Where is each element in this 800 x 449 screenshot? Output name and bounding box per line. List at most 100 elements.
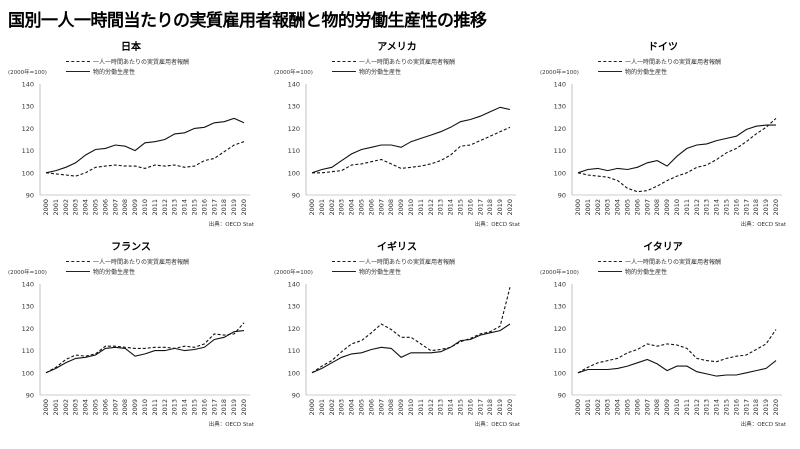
x-tick-label: 2007 (111, 199, 119, 216)
x-tick-label: 2012 (427, 399, 435, 416)
unit-label: (2000年=100) (274, 270, 313, 276)
x-tick-label: 2001 (584, 399, 592, 416)
chart-title: ドイツ (648, 42, 678, 53)
x-tick-label: 2018 (486, 199, 494, 216)
x-tick-label: 2014 (181, 399, 189, 416)
legend-label: 一人一時間あたりの実質雇用者報酬 (93, 58, 190, 66)
x-tick-label: 2003 (604, 199, 612, 216)
x-tick-label: 2012 (427, 199, 435, 216)
x-tick-label: 2019 (496, 399, 504, 416)
legend-line-swatch (598, 260, 622, 262)
y-tick-label: 110 (288, 347, 300, 355)
x-tick-label: 2015 (457, 399, 465, 416)
series-productivity-line (311, 106, 511, 174)
x-tick-label: 2020 (772, 399, 780, 416)
x-tick-label: 2011 (417, 399, 425, 416)
x-tick-label: 2015 (723, 399, 731, 416)
x-tick-label: 2001 (318, 199, 326, 216)
series-productivity-line (45, 330, 245, 374)
x-tick-label: 2000 (574, 199, 582, 216)
x-tick-label: 2005 (92, 399, 100, 416)
legend-label: 物的労働生産性 (625, 268, 668, 276)
x-tick-label: 2020 (240, 199, 248, 216)
x-tick-label: 2010 (141, 399, 149, 416)
x-tick-label: 2002 (328, 199, 336, 216)
x-tick-label: 2000 (42, 199, 50, 216)
x-tick-label: 2020 (240, 399, 248, 416)
legend-label: 物的労働生産性 (359, 268, 402, 276)
y-tick-label: 130 (288, 103, 300, 111)
x-tick-label: 2003 (72, 199, 80, 216)
x-tick-label: 2007 (111, 399, 119, 416)
x-tick-label: 2002 (328, 399, 336, 416)
x-tick-label: 2019 (762, 399, 770, 416)
legend-label: 一人一時間あたりの実質雇用者報酬 (359, 258, 456, 266)
x-tick-label: 2013 (437, 399, 445, 416)
x-tick-label: 2017 (210, 199, 218, 216)
y-tick-label: 120 (554, 125, 566, 133)
x-tick-label: 2006 (367, 199, 375, 216)
x-tick-label: 2011 (683, 399, 691, 416)
x-tick-label: 2010 (407, 399, 415, 416)
y-tick-label: 100 (22, 169, 34, 177)
legend-item: 物的労働生産性 (66, 66, 189, 76)
legend-item: 一人一時間あたりの実質雇用者報酬 (66, 256, 189, 266)
x-tick-label: 2020 (506, 399, 514, 416)
series-compensation-line (311, 287, 511, 374)
x-tick-label: 2004 (614, 199, 622, 216)
x-tick-label: 2016 (200, 399, 208, 416)
chart-legend: 一人一時間あたりの実質雇用者報酬 物的労働生産性 (332, 56, 455, 76)
x-tick-label: 2013 (703, 199, 711, 216)
y-tick-label: 140 (554, 81, 566, 89)
unit-label: (2000年=100) (8, 70, 47, 76)
chart-panel: フランス 一人一時間あたりの実質雇用者報酬 物的労働生産性 (2000年=100) 出典… (6, 238, 256, 433)
x-tick-label: 2007 (377, 199, 385, 216)
y-tick-label: 90 (292, 192, 300, 200)
y-tick-label: 140 (554, 281, 566, 289)
unit-label: (2000年=100) (540, 270, 579, 276)
y-tick-label: 90 (558, 192, 566, 200)
series-compensation-line (312, 126, 511, 174)
legend-line-swatch (332, 260, 356, 262)
y-tick-label: 120 (554, 325, 566, 333)
y-tick-label: 110 (554, 147, 566, 155)
chart-title: イギリス (377, 242, 417, 253)
legend-line-swatch (598, 60, 622, 62)
x-tick-label: 2008 (653, 399, 661, 416)
legend-label: 物的労働生産性 (93, 68, 136, 76)
x-tick-label: 2018 (220, 199, 228, 216)
legend-line-swatch (598, 270, 622, 272)
x-tick-label: 2019 (762, 199, 770, 216)
x-tick-label: 2000 (42, 399, 50, 416)
legend-item: 一人一時間あたりの実質雇用者報酬 (66, 56, 189, 66)
unit-label: (2000年=100) (540, 70, 579, 76)
x-tick-label: 2018 (752, 199, 760, 216)
x-tick-label: 2012 (693, 399, 701, 416)
x-tick-label: 2019 (496, 199, 504, 216)
y-tick-label: 90 (292, 392, 300, 400)
x-tick-label: 2016 (466, 399, 474, 416)
y-tick-label: 100 (288, 169, 300, 177)
x-tick-label: 2001 (318, 399, 326, 416)
x-tick-label: 2010 (407, 199, 415, 216)
x-tick-label: 2004 (82, 199, 90, 216)
x-tick-label: 2004 (348, 199, 356, 216)
x-tick-label: 2000 (574, 399, 582, 416)
chart-legend: 一人一時間あたりの実質雇用者報酬 物的労働生産性 (332, 256, 455, 276)
x-tick-label: 2017 (476, 399, 484, 416)
chart-legend: 一人一時間あたりの実質雇用者報酬 物的労働生産性 (66, 256, 189, 276)
chart-title: 日本 (121, 42, 141, 53)
source-note: 出典：OECD Stat (208, 422, 254, 428)
legend-line-swatch (332, 60, 356, 62)
source-note: 出典：OECD Stat (740, 222, 786, 228)
x-tick-label: 2016 (732, 199, 740, 216)
y-tick-label: 120 (22, 325, 34, 333)
chart-panel: アメリカ 一人一時間あたりの実質雇用者報酬 物的労働生産性 (2000年=100) 出典… (272, 38, 522, 233)
y-tick-label: 90 (26, 192, 34, 200)
x-tick-label: 2015 (457, 199, 465, 216)
x-tick-label: 2014 (447, 199, 455, 216)
y-tick-label: 100 (554, 169, 566, 177)
x-tick-label: 2013 (171, 199, 179, 216)
